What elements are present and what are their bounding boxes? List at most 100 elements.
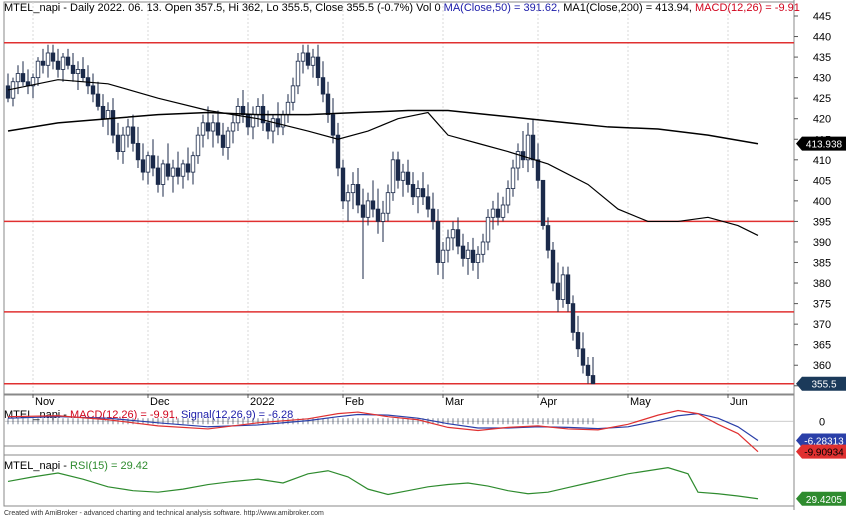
candle-body (410, 184, 416, 198)
macd-value-flag-bg (796, 444, 846, 459)
candle-body (95, 93, 101, 107)
ma200-line (7, 109, 759, 145)
candle-body (495, 208, 501, 218)
candle-body (415, 188, 421, 198)
signal-value-flag-bg (796, 433, 846, 448)
candle-body (110, 110, 116, 136)
candle-body (340, 167, 346, 202)
candle-body (220, 134, 226, 148)
footer-credit: Created with AmiBroker - advanced charti… (4, 510, 324, 517)
y-tick-label: 405 (813, 175, 831, 187)
candle-body (40, 60, 46, 66)
y-tick-label: 365 (813, 340, 831, 352)
x-tick-label: May (630, 396, 651, 408)
rsi-panel-label: RSI(15) = 29.42 (70, 460, 149, 472)
candle-body (585, 364, 591, 376)
ma200-value-flag: 413.938 (806, 140, 843, 151)
candle-body (375, 208, 381, 222)
y-tick-label: 420 (813, 114, 831, 126)
y-tick-label: 400 (813, 196, 831, 208)
candle-body (480, 241, 486, 255)
candle-body (215, 122, 221, 136)
price-panel-frame (3, 1, 795, 395)
candle-body (475, 253, 481, 263)
candle-body (265, 122, 271, 132)
candle-body (145, 155, 151, 173)
candle-body (160, 163, 166, 185)
candle-body (380, 212, 386, 222)
y-tick-label: 395 (813, 216, 831, 228)
x-tick-label: Feb (345, 396, 364, 408)
y-tick-label: 360 (813, 360, 831, 372)
candle-body (225, 130, 231, 148)
candle-body (300, 52, 306, 62)
candle-body (390, 159, 396, 194)
candle-body (310, 56, 316, 66)
candle-body (510, 167, 516, 189)
candle-body (125, 126, 131, 136)
price-panel-header: MTEL_napi - Daily 2022. 06. 13. Open 357… (4, 2, 800, 15)
candle-body (150, 155, 156, 169)
candle-body (55, 60, 61, 70)
candle-body (45, 52, 51, 66)
y-tick-label: 380 (813, 278, 831, 290)
candle-body (70, 64, 76, 74)
macd-legend-main: MACD(12,26) = -9.91 (695, 2, 800, 14)
candle-body (90, 85, 96, 95)
y-tick-label: 430 (813, 73, 831, 85)
candle-body (485, 216, 491, 243)
candle-body (135, 142, 141, 161)
candle-body (325, 93, 331, 116)
candle-body (335, 134, 341, 169)
candle-body (490, 208, 496, 218)
candle-body (290, 85, 296, 103)
candle-body (230, 122, 236, 132)
rsi-value-flag-bg (796, 491, 846, 506)
candle-body (5, 85, 11, 99)
price-header-text: MTEL_napi - Daily 2022. 06. 13. Open 357… (4, 2, 441, 14)
macd-y-tick-label: 0 (819, 416, 825, 428)
candle-body (320, 77, 326, 95)
x-tick-label: Jun (730, 396, 748, 408)
candle-body (590, 375, 596, 385)
candle-body (35, 60, 41, 79)
ma50-legend: MA(Close,50) = 391.62, (443, 2, 561, 14)
ma200-value-flag-bg (796, 136, 846, 151)
y-tick-label: 425 (813, 93, 831, 105)
candle-body (535, 159, 541, 181)
candle-body (445, 237, 451, 251)
candle-body (420, 188, 426, 198)
candle-body (120, 134, 126, 152)
y-tick-label: 385 (813, 258, 831, 270)
y-tick-label: 390 (813, 237, 831, 249)
candle-body (205, 122, 211, 132)
macd-line (7, 409, 759, 453)
candle-body (195, 134, 201, 157)
rsi-value-flag: 29.4205 (806, 495, 843, 506)
candle-body (270, 118, 276, 132)
candle-body (355, 184, 361, 206)
candle-body (305, 52, 311, 66)
candle-body (30, 77, 36, 87)
candle-body (255, 105, 261, 116)
x-tick-label: Nov (35, 396, 55, 408)
macd-value-flag: -9.90934 (804, 448, 844, 459)
candle-body (175, 167, 181, 177)
candle-body (75, 69, 81, 74)
rsi-line (7, 467, 759, 500)
candle-body (190, 155, 196, 173)
candle-body (80, 69, 86, 79)
candle-body (425, 196, 431, 210)
x-tick-label: 2022 (250, 396, 274, 408)
candle-body (180, 163, 186, 177)
candle-body (105, 110, 111, 120)
candle-body (295, 60, 301, 87)
x-tick-label: Dec (150, 396, 170, 408)
y-tick-label: 445 (813, 11, 831, 23)
candle-body (185, 163, 191, 173)
candle-body (555, 282, 561, 300)
candle-body (560, 274, 566, 300)
candle-body (405, 171, 411, 185)
rsi-panel-prefix: MTEL_napi - (4, 460, 67, 472)
